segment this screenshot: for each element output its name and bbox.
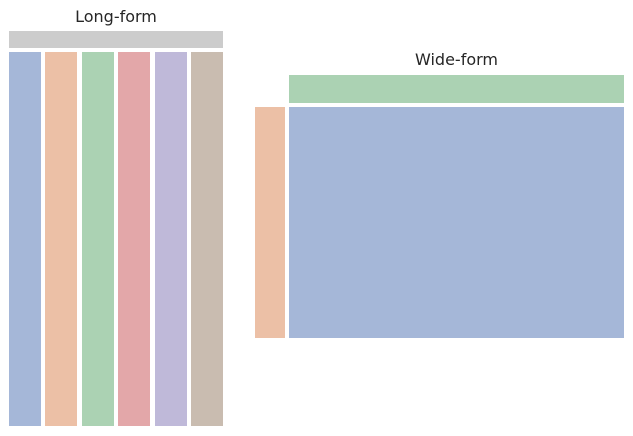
long-form-column bbox=[9, 52, 41, 426]
long-form-column bbox=[191, 52, 223, 426]
long-form-column bbox=[118, 52, 150, 426]
long-form-column bbox=[155, 52, 187, 426]
long-form-title: Long-form bbox=[75, 7, 157, 26]
wide-form-title: Wide-form bbox=[415, 50, 498, 69]
long-form-header-bar bbox=[9, 31, 223, 48]
long-form-column bbox=[82, 52, 114, 426]
long-form-column bbox=[45, 52, 77, 426]
wide-form-index-column bbox=[255, 107, 285, 338]
wide-form-data-block bbox=[289, 107, 624, 338]
wide-form-header-bar bbox=[289, 75, 624, 103]
